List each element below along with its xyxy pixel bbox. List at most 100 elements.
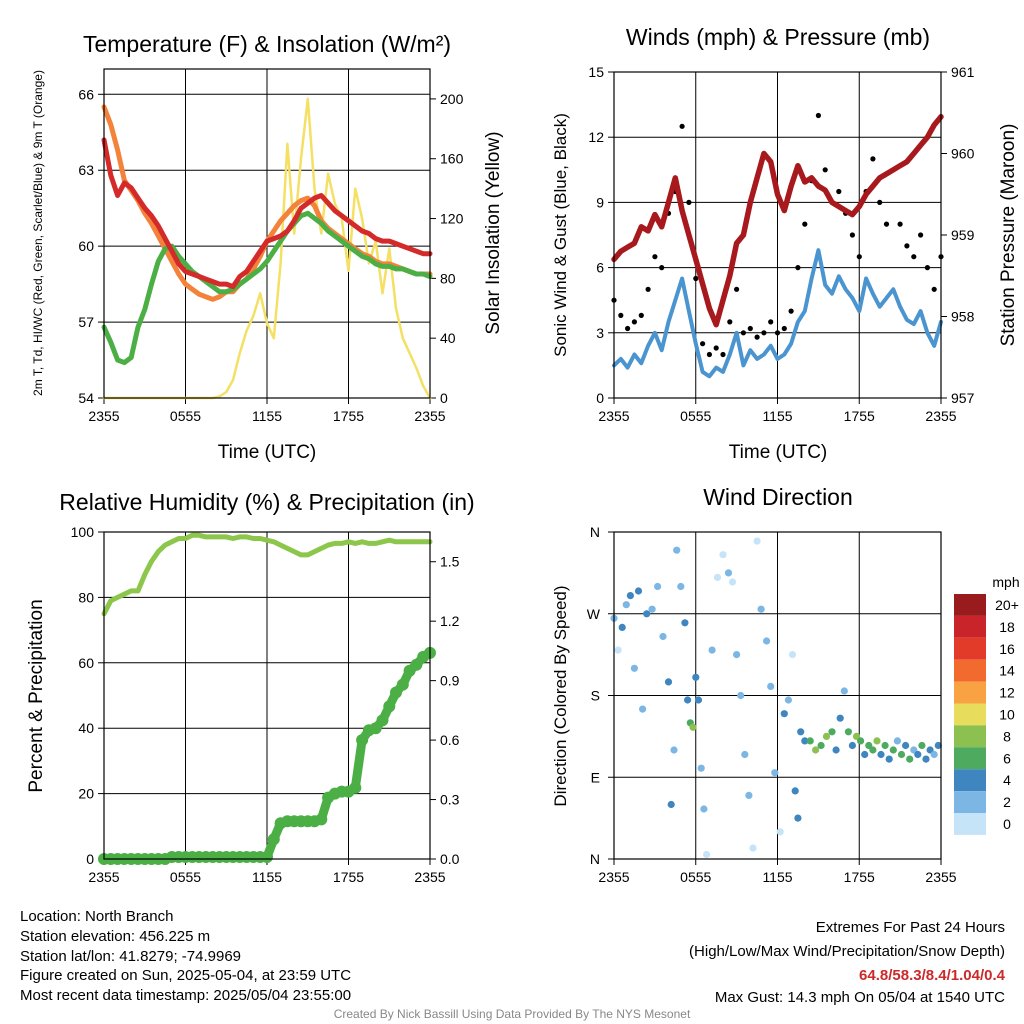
direction-point	[828, 728, 836, 736]
plot-frame	[613, 531, 942, 860]
gust-point	[849, 232, 856, 238]
direction-point	[684, 696, 692, 704]
direction-point	[902, 741, 910, 750]
direction-point	[626, 592, 635, 600]
y-tick-label-left: E	[591, 769, 600, 785]
gust-point	[734, 286, 740, 292]
y-tick-label-right: 960	[951, 146, 975, 162]
x-tick-label: 2355	[414, 869, 445, 885]
x-tick-label: 0555	[170, 869, 201, 885]
x-tick-label: 0555	[680, 408, 711, 424]
direction-point	[806, 737, 814, 745]
direction-point	[741, 750, 749, 759]
precip-point	[383, 700, 396, 713]
direction-point	[753, 537, 761, 545]
legend-label: 6	[1003, 750, 1011, 766]
gust-point	[727, 319, 733, 325]
direction-point	[622, 601, 630, 609]
extremes-values: 64.8/58.3/8.4/1.04/0.4	[859, 967, 1005, 984]
gust-point	[877, 199, 883, 205]
gust-point	[774, 330, 781, 336]
y-tick-label-left: N	[590, 524, 600, 540]
gust-point	[836, 188, 842, 195]
y-axis-label-left: Percent & Precipitation	[26, 599, 47, 792]
y-tick-label-right: 0.3	[440, 792, 460, 808]
y-tick-label-left: 12	[588, 129, 604, 145]
gust-point	[822, 167, 828, 173]
gust-point	[788, 308, 794, 314]
x-tick-label: 1755	[333, 869, 364, 885]
y-tick-label-left: 0	[86, 851, 94, 867]
gust-point	[645, 286, 651, 292]
direction-point	[630, 664, 639, 672]
y-axis-label-right: Solar Insolation (Yellow)	[483, 131, 504, 334]
y-tick-label-left: 20	[78, 786, 94, 802]
legend-label: 8	[1003, 728, 1011, 744]
gust-point	[747, 325, 753, 332]
footer-elevation: Station elevation: 456.225 m	[20, 928, 211, 945]
direction-point	[681, 619, 689, 627]
direction-point	[700, 805, 708, 813]
direction-point	[689, 723, 697, 731]
direction-point	[840, 687, 848, 695]
direction-point	[659, 632, 667, 641]
precip-point	[261, 851, 273, 863]
direction-point	[918, 741, 926, 750]
gust-point	[686, 199, 692, 205]
y-tick-label-left: 40	[78, 720, 94, 736]
x-tick-label: 1155	[762, 408, 792, 424]
y-tick-label-right: 160	[440, 151, 464, 167]
footer-latlon: Station lat/lon: 41.8279; -74.9969	[20, 948, 242, 965]
direction-point	[780, 710, 788, 718]
plot-frame	[103, 531, 431, 860]
gust-point	[659, 265, 665, 271]
gust-point	[781, 325, 787, 332]
direction-point	[822, 732, 831, 741]
gust-point	[652, 254, 658, 260]
direction-point	[614, 646, 622, 654]
direction-point	[812, 746, 820, 754]
direction-point	[869, 746, 877, 754]
legend-swatch	[954, 769, 986, 792]
y-tick-label-right: 200	[440, 91, 464, 107]
legend-label: 4	[1003, 772, 1011, 788]
direction-point	[906, 755, 914, 763]
direction-point	[737, 691, 745, 700]
x-tick-label: 1155	[252, 869, 282, 885]
direction-point	[771, 769, 779, 777]
gust-point	[911, 254, 917, 260]
direction-point	[733, 651, 741, 659]
direction-point	[639, 705, 647, 713]
direction-point	[832, 746, 840, 754]
direction-point	[877, 750, 885, 759]
gust-point	[870, 156, 876, 162]
gust-point	[904, 243, 910, 249]
y-tick-label-left: 9	[596, 194, 604, 210]
legend-swatch	[954, 813, 986, 835]
legend-label: 2	[1003, 794, 1011, 810]
legend-label: 10	[999, 707, 1015, 723]
gust-point	[720, 351, 726, 358]
direction-point	[776, 828, 784, 836]
x-tick-label: 1755	[844, 408, 875, 424]
precip-point	[376, 714, 389, 727]
y-axis-label-left: 2m T, Td, HI/WC (Red, Green, Scarlet/Blu…	[31, 70, 45, 396]
y-tick-label-right: 959	[951, 227, 975, 243]
y-tick-label-right: 40	[440, 330, 456, 346]
y-tick-label-right: 1.2	[440, 613, 460, 629]
direction-point	[708, 646, 716, 654]
series-line-station-pressure	[611, 114, 944, 328]
gust-point	[618, 312, 624, 318]
x-tick-label: 1155	[762, 869, 792, 885]
direction-point	[873, 737, 881, 745]
precip-point	[349, 781, 362, 794]
gust-point	[693, 275, 699, 282]
direction-point	[713, 573, 722, 582]
y-tick-label-left: 3	[596, 325, 604, 341]
gust-point	[931, 286, 937, 292]
gust-point	[768, 319, 774, 325]
y-tick-label-right: 1.5	[440, 554, 460, 570]
footer-created: Figure created on Sun, 2025-05-04, at 23…	[20, 967, 352, 984]
y-tick-label-left: 100	[71, 524, 95, 540]
direction-point	[784, 696, 793, 704]
